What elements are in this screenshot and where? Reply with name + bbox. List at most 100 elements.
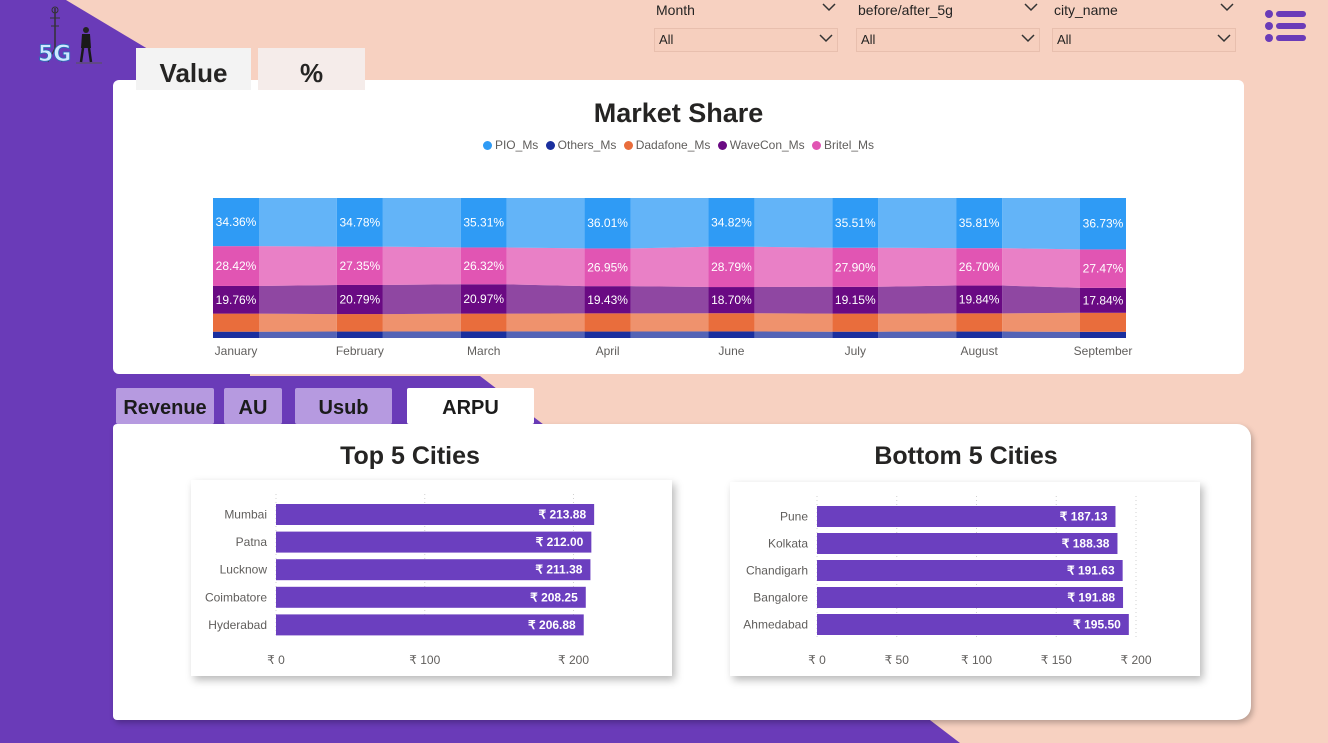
percent-toggle-button[interactable]: % <box>258 48 365 90</box>
bar-segment-others_ms <box>584 331 631 338</box>
y-category-label: Patna <box>236 535 268 549</box>
legend-label: Others_Ms <box>557 138 617 152</box>
data-label: 26.70% <box>959 260 1000 274</box>
ribbon-others_ms <box>754 331 833 338</box>
y-category-label: Lucknow <box>220 563 268 577</box>
chevron-down-icon[interactable] <box>1217 33 1231 43</box>
ribbon-dadafone_ms <box>382 313 461 332</box>
chevron-down-icon[interactable] <box>1220 2 1234 12</box>
hamburger-menu-icon[interactable] <box>1264 10 1308 42</box>
bar <box>817 560 1123 581</box>
data-label: 19.43% <box>587 293 628 307</box>
ribbon-dadafone_ms <box>259 313 337 332</box>
bar-segment-dadafone_ms <box>336 314 383 332</box>
bar-segment-dadafone_ms <box>213 313 259 332</box>
legend-dot-icon <box>812 141 822 150</box>
legend-dot-icon <box>482 141 492 150</box>
filter-month-label: Month <box>656 2 695 18</box>
chevron-down-icon[interactable] <box>1021 33 1035 43</box>
data-label: 19.76% <box>216 293 257 307</box>
y-category-label: Coimbatore <box>205 590 267 604</box>
chevron-down-icon[interactable] <box>822 2 836 12</box>
tab-usub[interactable]: Usub <box>295 388 392 424</box>
chevron-down-icon[interactable] <box>819 33 833 43</box>
ribbon-dadafone_ms <box>1002 312 1080 332</box>
ribbon-britel_ms <box>382 246 461 285</box>
ribbon-britel_ms <box>506 247 585 287</box>
bar-segment-wavecon_ms <box>213 285 259 314</box>
legend-item-dadafone[interactable]: Dadafone_Ms <box>623 138 710 152</box>
y-category-label: Hyderabad <box>208 618 267 632</box>
legend-item-others[interactable]: Others_Ms <box>545 138 617 152</box>
bar-segment-others_ms <box>1080 331 1126 338</box>
x-tick-label: ₹ 100 <box>409 653 440 667</box>
ribbon-pio_ms <box>878 198 957 249</box>
x-tick-label: ₹ 50 <box>885 653 910 667</box>
ribbon-pio_ms <box>630 198 709 249</box>
filter-month-dropdown[interactable]: All <box>654 28 838 52</box>
tab-au[interactable]: AU <box>224 388 282 424</box>
bar <box>276 614 584 636</box>
filter-before-after-5g-dropdown[interactable]: All <box>856 28 1040 52</box>
bar-segment-wavecon_ms <box>1080 287 1126 313</box>
ribbon-dadafone_ms <box>630 313 709 332</box>
filter-city-name: city_name All <box>1052 0 1236 52</box>
data-label: 26.95% <box>587 260 628 274</box>
ribbon-wavecon_ms <box>630 286 709 314</box>
bar <box>817 506 1116 527</box>
x-tick-label: September <box>1074 344 1133 358</box>
filter-before-after-5g-value: All <box>861 32 876 47</box>
legend-dot-icon <box>717 141 727 150</box>
ribbon-others_ms <box>382 331 461 338</box>
bar-segment-dadafone_ms <box>956 313 1003 332</box>
5g-logo: 5G <box>36 4 108 68</box>
x-tick-label: June <box>718 344 744 358</box>
bar-value-label: ₹ 211.38 <box>535 563 582 577</box>
data-label: 27.47% <box>1083 262 1124 276</box>
ribbon-wavecon_ms <box>382 284 461 315</box>
legend-item-wavecon[interactable]: WaveCon_Ms <box>717 138 805 152</box>
ribbon-pio_ms <box>259 198 337 247</box>
data-label: 26.32% <box>463 259 504 273</box>
filter-month-value: All <box>659 32 674 47</box>
bar <box>276 586 586 608</box>
bar-segment-britel_ms <box>832 247 879 287</box>
bar <box>817 533 1118 554</box>
filter-month: Month All <box>654 0 838 52</box>
ribbon-wavecon_ms <box>754 286 833 314</box>
bar-segment-dadafone_ms <box>584 313 631 332</box>
x-tick-label: ₹ 100 <box>961 653 992 667</box>
tab-arpu[interactable]: ARPU <box>407 388 534 424</box>
bar-segment-others_ms <box>460 331 507 338</box>
filter-city-name-label: city_name <box>1054 2 1118 18</box>
bottom-cities-bar-chart[interactable]: ₹ 0 ₹ 50 ₹ 100 ₹ 150 ₹ 200 ₹ 187.13 Pune ₹ 188.… <box>730 482 1200 676</box>
bar-segment-wavecon_ms <box>336 284 383 315</box>
data-label: 34.78% <box>340 215 381 229</box>
ribbon-dadafone_ms <box>506 313 585 332</box>
legend-item-britel[interactable]: Britel_Ms <box>812 138 874 152</box>
chevron-down-icon[interactable] <box>1024 2 1038 12</box>
x-tick-label: July <box>845 344 866 358</box>
ribbon-wavecon_ms <box>259 284 337 315</box>
data-label: 20.79% <box>340 293 381 307</box>
top-cities-title: Top 5 Cities <box>340 442 480 470</box>
legend-label: Britel_Ms <box>824 138 875 152</box>
y-category-label: Ahmedabad <box>743 618 808 632</box>
y-category-label: Mumbai <box>224 508 267 522</box>
data-label: 19.15% <box>835 293 876 307</box>
bar-segment-dadafone_ms <box>460 313 507 332</box>
market-share-chart[interactable]: 34.36% 34.78% 35.31% 36.01% 34.82% 35.51% 35.8… <box>113 80 1244 374</box>
y-category-label: Pune <box>780 510 808 524</box>
bar-segment-pio_ms <box>832 198 879 248</box>
legend-item-pio[interactable]: PIO_Ms <box>482 138 538 152</box>
data-label: 34.36% <box>216 215 257 229</box>
menu-button[interactable] <box>1264 10 1308 42</box>
filter-city-name-dropdown[interactable]: All <box>1052 28 1236 52</box>
x-tick-label: February <box>336 344 384 358</box>
x-tick-label: August <box>960 344 998 358</box>
tab-revenue[interactable]: Revenue <box>116 388 214 424</box>
value-toggle-button[interactable]: Value <box>136 48 251 90</box>
top-cities-bar-chart[interactable]: ₹ 0 ₹ 100 ₹ 200 ₹ 213.88 Mumbai ₹ 212.00 Patna… <box>191 480 672 676</box>
ribbon-others_ms <box>506 331 585 338</box>
data-label: 20.97% <box>463 292 504 306</box>
